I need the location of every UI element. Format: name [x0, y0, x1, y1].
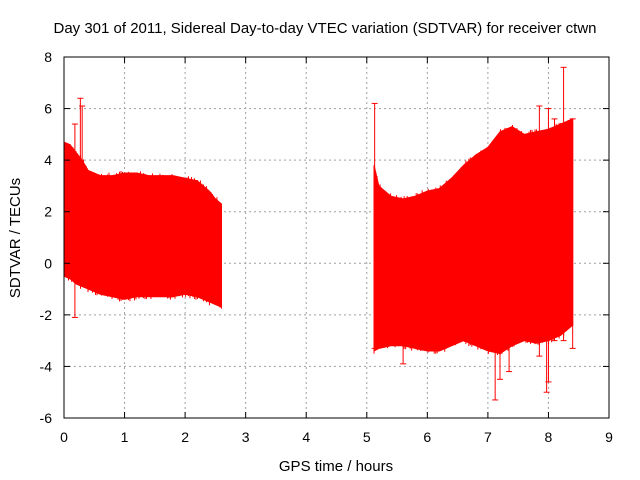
x-tick-label: 6 — [423, 429, 431, 445]
y-tick-label: -2 — [40, 307, 53, 323]
x-tick-label: 4 — [302, 429, 310, 445]
x-tick-label: 5 — [363, 429, 371, 445]
series-segment-2 — [371, 66, 576, 401]
x-tick-label: 7 — [484, 429, 492, 445]
data-layer — [63, 66, 576, 401]
y-tick-label: 6 — [44, 101, 52, 117]
y-tick-label: 4 — [44, 152, 52, 168]
x-axis-label: GPS time / hours — [279, 458, 393, 475]
axis-ticks: 0 1 2 3 4 5 6 7 8 9 -6 -4 -2 0 2 4 6 8 — [40, 49, 614, 445]
x-tick-label: 9 — [605, 429, 613, 445]
series-segment-1 — [63, 97, 222, 318]
x-tick-label: 0 — [60, 429, 68, 445]
x-tick-label: 3 — [242, 429, 250, 445]
chart-title: Day 301 of 2011, Sidereal Day-to-day VTE… — [54, 20, 597, 37]
y-tick-label: 8 — [44, 49, 52, 65]
x-tick-label: 2 — [181, 429, 189, 445]
y-tick-label: -4 — [40, 358, 53, 374]
y-axis-label: SDTVAR / TECUs — [7, 178, 24, 298]
plot-frame — [63, 56, 610, 419]
y-tick-label: 2 — [44, 204, 52, 220]
y-tick-label: -6 — [40, 410, 53, 426]
x-tick-label: 8 — [545, 429, 553, 445]
y-tick-label: 0 — [44, 255, 52, 271]
x-tick-label: 1 — [121, 429, 129, 445]
